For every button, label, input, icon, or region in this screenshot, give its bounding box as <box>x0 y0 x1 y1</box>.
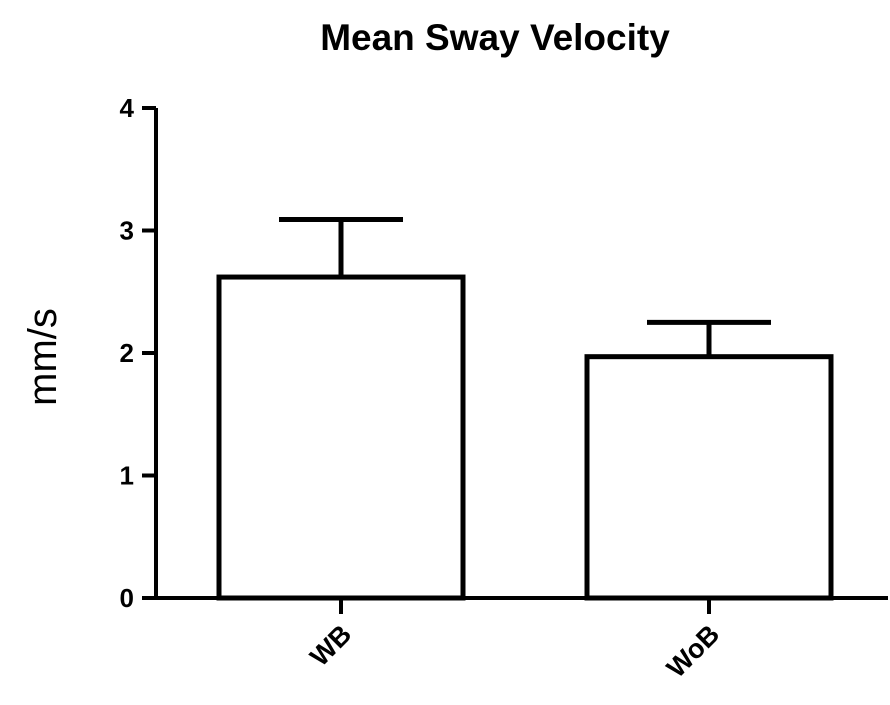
bar-wob <box>584 354 834 601</box>
y-tick-label: 4 <box>120 93 135 123</box>
plot-area: 0 1 2 3 4 WB WoB <box>120 93 888 683</box>
chart-title: Mean Sway Velocity <box>320 17 670 58</box>
x-tick-label-wb: WB <box>304 619 357 672</box>
y-tick-label: 0 <box>120 583 134 613</box>
x-tick-label-wob: WoB <box>661 619 725 683</box>
y-tick-label: 3 <box>120 216 134 246</box>
bar-wb <box>216 274 466 601</box>
y-tick-label: 2 <box>120 338 134 368</box>
y-tick-label: 1 <box>120 461 134 491</box>
y-axis-label: mm/s <box>21 308 65 406</box>
